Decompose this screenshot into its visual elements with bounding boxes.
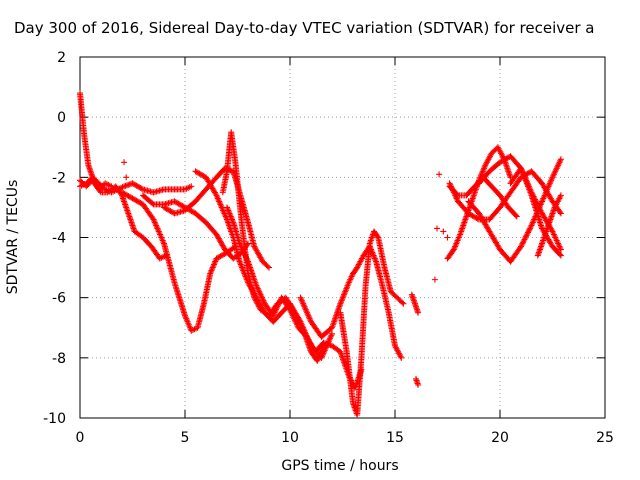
series-sat-k: [337, 228, 407, 418]
y-axis-label: SDTVAR / TECUs: [5, 180, 21, 295]
y-tick-label: 2: [57, 50, 66, 66]
chart-title: Day 300 of 2016, Sidereal Day-to-day VTE…: [14, 19, 595, 37]
y-tick-label: -2: [52, 170, 66, 186]
series-sat-t: [534, 192, 564, 259]
axes: [79, 56, 606, 419]
x-tick-label: 10: [281, 430, 299, 446]
point-markers: [161, 165, 272, 271]
series-sat-m: [413, 375, 422, 388]
series-isolated: [121, 159, 451, 283]
x-tick-label: 5: [181, 430, 190, 446]
x-tick-label: 20: [491, 430, 509, 446]
series-sat-d: [119, 189, 239, 334]
y-tick-label: -6: [52, 291, 66, 307]
point-markers: [413, 375, 422, 388]
data-points: [77, 90, 564, 418]
x-axis-label: GPS time / hours: [281, 458, 398, 474]
y-tick-label: -4: [52, 231, 66, 247]
point-markers: [408, 291, 422, 316]
x-tick-label: 0: [76, 430, 85, 446]
plot-frame: [79, 56, 606, 419]
series-sat-l: [408, 291, 422, 316]
series-sat-c: [77, 177, 115, 193]
y-tick-label: 0: [57, 110, 66, 126]
y-tick-label: -10: [43, 411, 66, 427]
x-tick-label: 25: [596, 430, 614, 446]
series-sat-f: [161, 165, 272, 271]
x-tick-label: 15: [386, 430, 404, 446]
y-tick-label: -8: [52, 351, 66, 367]
